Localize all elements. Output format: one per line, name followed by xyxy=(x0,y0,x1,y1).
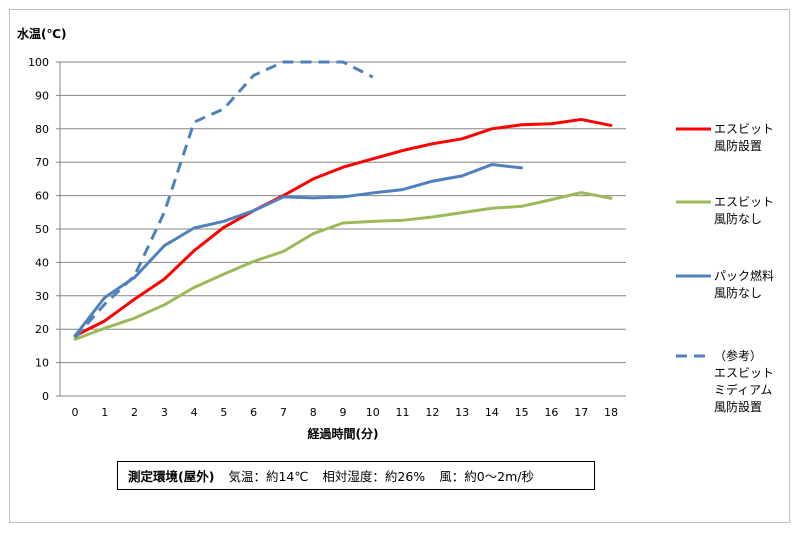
x-tick-label: 13 xyxy=(455,406,469,419)
series-line-4 xyxy=(73,60,374,339)
y-tick-label: 50 xyxy=(35,223,49,236)
x-tick-label: 4 xyxy=(191,406,198,419)
y-tick-label: 10 xyxy=(35,357,49,370)
x-tick-label: 11 xyxy=(396,406,410,419)
legend-label-4: ミディアム xyxy=(714,382,772,397)
x-tick-label: 1 xyxy=(101,406,108,419)
y-tick-label: 30 xyxy=(35,290,49,303)
x-tick-label: 6 xyxy=(250,406,257,419)
legend-label-4: エスビット xyxy=(714,366,774,380)
x-tick-label: 15 xyxy=(515,406,529,419)
legend-label-4: （参考） xyxy=(714,348,762,363)
grid-layer xyxy=(60,61,626,364)
x-tick-label: 18 xyxy=(604,406,618,419)
legend-label-1: 風防設置 xyxy=(714,138,762,153)
y-tick-label: 0 xyxy=(42,390,49,403)
environment-humidity: 相対湿度：約26% xyxy=(322,469,426,484)
x-tick-label: 16 xyxy=(544,406,558,419)
x-tick-label: 12 xyxy=(425,406,439,419)
y-tick-label: 80 xyxy=(35,123,49,136)
x-tick-label: 9 xyxy=(340,406,347,419)
legend-layer: エスビット風防設置エスビット風防なしパック燃料風防なし（参考）エスビットミディア… xyxy=(676,122,774,414)
legend-label-4: 風防設置 xyxy=(714,399,762,414)
x-tick-label: 14 xyxy=(485,406,499,419)
legend-label-3: 風防なし xyxy=(714,285,762,300)
x-tick-label: 0 xyxy=(72,406,79,419)
x-tick-label: 2 xyxy=(131,406,138,419)
y-tick-label: 40 xyxy=(35,256,49,269)
legend-label-2: エスビット xyxy=(714,195,774,209)
y-tick-label: 90 xyxy=(35,89,49,102)
x-axis-title: 経過時間(分) xyxy=(308,426,379,441)
y-tick-label: 100 xyxy=(28,56,49,69)
x-tick-label: 3 xyxy=(161,406,168,419)
environment-heading: 測定環境(屋外) xyxy=(128,469,215,484)
y-tick-label: 60 xyxy=(35,190,49,203)
x-tick-label: 8 xyxy=(310,406,317,419)
x-tick-label: 7 xyxy=(280,406,287,419)
x-tick-label: 5 xyxy=(220,406,227,419)
environment-temperature: 気温：約14℃ xyxy=(228,469,309,484)
x-tick-label: 17 xyxy=(574,406,588,419)
series-line-2 xyxy=(73,191,613,341)
y-axis-title: 水温(℃) xyxy=(17,26,67,41)
series-line-3 xyxy=(73,163,524,338)
y-tick-label: 70 xyxy=(35,156,49,169)
series-layer xyxy=(73,60,613,341)
legend-label-1: エスビット xyxy=(714,122,774,136)
environment-wind: 風：約0～2m/秒 xyxy=(439,469,534,484)
legend-label-3: パック燃料 xyxy=(714,268,774,283)
environment-box: 測定環境(屋外) 気温：約14℃ 相対湿度：約26% 風：約0～2m/秒 xyxy=(117,461,595,490)
legend-label-2: 風防なし xyxy=(714,211,762,226)
series-line-1 xyxy=(73,117,613,338)
x-tick-label: 10 xyxy=(366,406,380,419)
y-tick-label: 20 xyxy=(35,323,49,336)
